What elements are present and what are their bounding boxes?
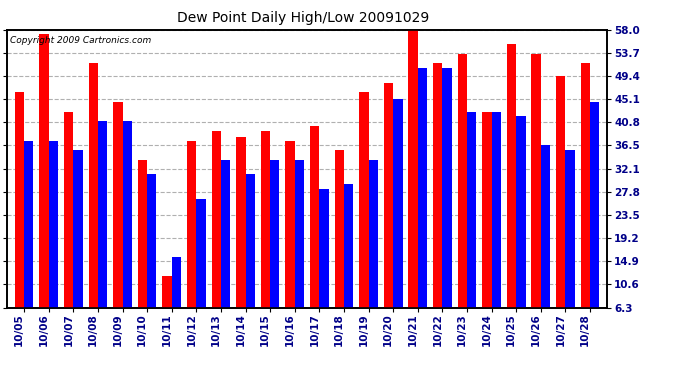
Bar — [344, 184, 353, 341]
Bar — [507, 44, 516, 341]
Bar — [212, 131, 221, 341]
Bar — [73, 150, 83, 341]
Bar — [236, 137, 246, 341]
Text: Dew Point Daily High/Low 20091029: Dew Point Daily High/Low 20091029 — [177, 11, 430, 25]
Bar — [286, 141, 295, 341]
Bar — [393, 99, 402, 341]
Bar — [319, 189, 328, 341]
Bar — [556, 76, 565, 341]
Bar — [138, 160, 147, 341]
Bar — [113, 102, 123, 341]
Text: Copyright 2009 Cartronics.com: Copyright 2009 Cartronics.com — [10, 36, 151, 45]
Bar — [565, 150, 575, 341]
Bar — [24, 141, 34, 341]
Bar — [261, 131, 270, 341]
Bar — [516, 116, 526, 341]
Bar — [590, 102, 600, 341]
Bar — [39, 34, 49, 341]
Bar — [98, 121, 107, 341]
Bar — [221, 160, 230, 341]
Bar — [408, 25, 417, 341]
Bar — [433, 63, 442, 341]
Bar — [270, 160, 279, 341]
Bar — [187, 141, 197, 341]
Bar — [417, 68, 427, 341]
Bar — [531, 54, 541, 341]
Bar — [123, 121, 132, 341]
Bar — [541, 146, 550, 341]
Bar — [580, 63, 590, 341]
Bar — [491, 112, 501, 341]
Bar — [359, 92, 368, 341]
Bar — [147, 174, 157, 341]
Bar — [172, 256, 181, 341]
Bar — [14, 92, 24, 341]
Bar — [482, 112, 491, 341]
Bar — [457, 54, 467, 341]
Bar — [467, 112, 476, 341]
Bar — [49, 141, 58, 341]
Bar — [64, 112, 73, 341]
Bar — [442, 68, 452, 341]
Bar — [384, 82, 393, 341]
Bar — [197, 198, 206, 341]
Bar — [310, 126, 319, 341]
Bar — [368, 160, 378, 341]
Bar — [295, 160, 304, 341]
Bar — [335, 150, 344, 341]
Bar — [88, 63, 98, 341]
Bar — [162, 276, 172, 341]
Bar — [246, 174, 255, 341]
